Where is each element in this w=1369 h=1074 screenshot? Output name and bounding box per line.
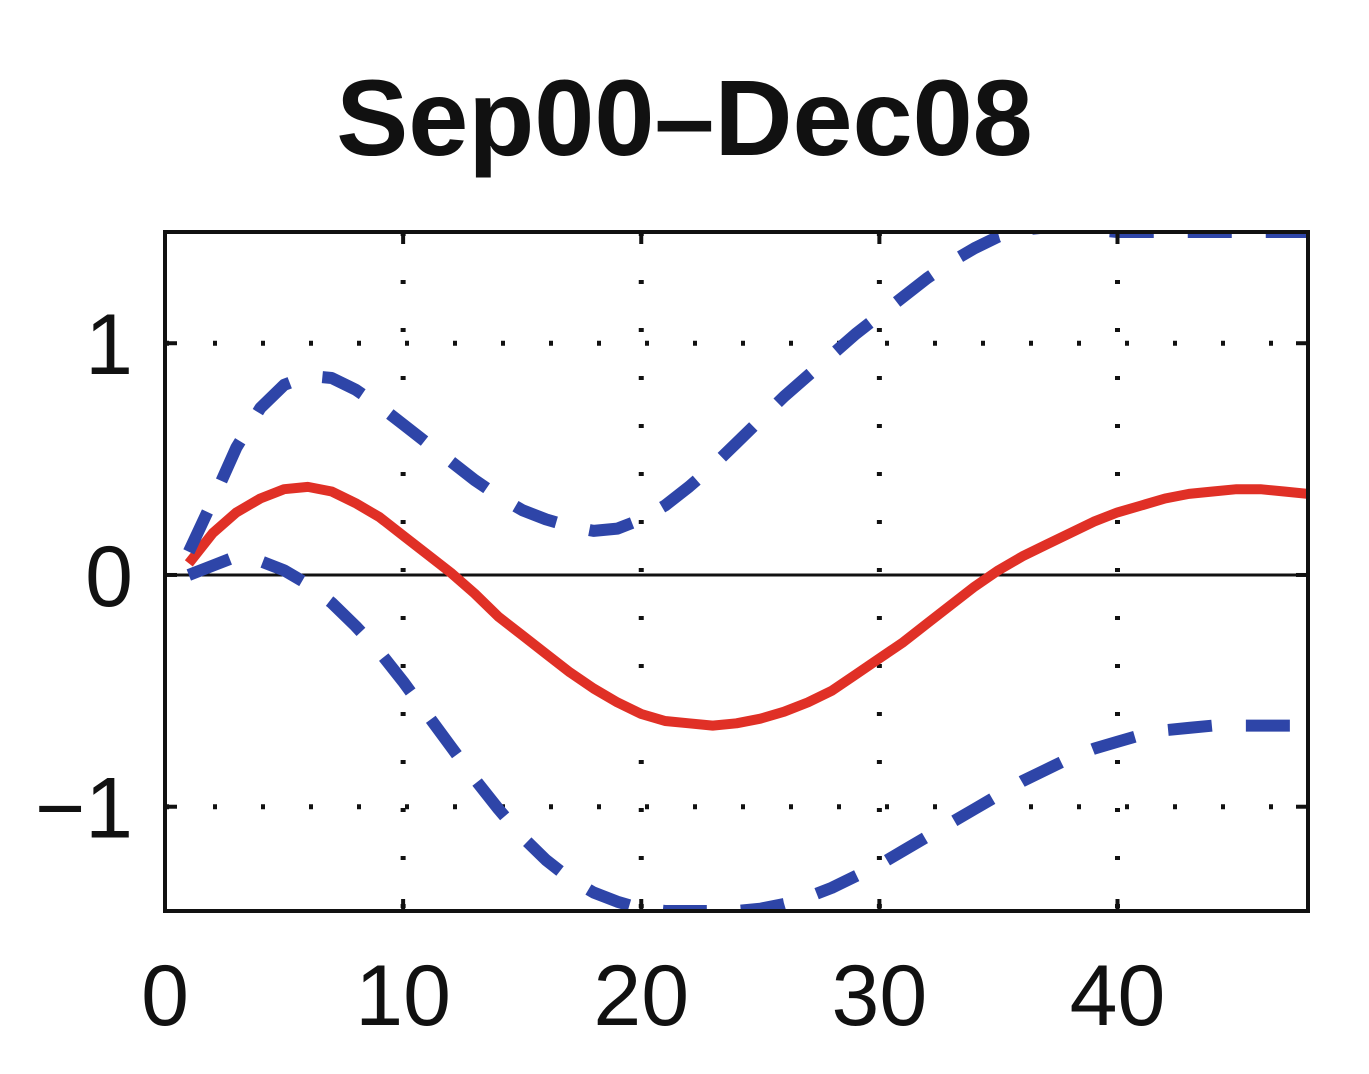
estimate-line — [184, 481, 1308, 731]
lower-band-line — [186, 550, 1308, 911]
axis-ticks — [163, 232, 1308, 911]
x-axis-tick-labels: 0 10 20 30 40 — [141, 948, 1165, 1044]
y-tick-label: −1 — [35, 761, 133, 857]
upper-band-line — [183, 232, 1308, 555]
series-lines — [183, 232, 1308, 911]
chart-title: Sep00–Dec08 — [336, 57, 1033, 178]
axes-frame — [163, 230, 1310, 913]
x-tick-label: 20 — [593, 948, 689, 1044]
y-axis-tick-labels: −1 0 1 — [35, 297, 133, 856]
x-tick-label: 10 — [355, 948, 451, 1044]
grid-lines — [165, 232, 1308, 911]
y-tick-label: 1 — [85, 297, 133, 393]
x-tick-label: 0 — [141, 948, 189, 1044]
x-tick-label: 40 — [1070, 948, 1166, 1044]
x-tick-label: 30 — [832, 948, 928, 1044]
y-tick-label: 0 — [85, 529, 133, 625]
